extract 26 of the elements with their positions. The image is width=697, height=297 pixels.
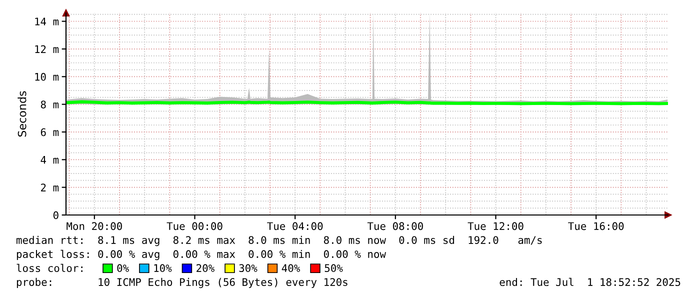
x-tick-label: Tue 04:00 — [267, 222, 323, 230]
x-tick-label: Tue 08:00 — [367, 222, 423, 230]
y-tick-label: 12 m — [35, 45, 59, 53]
y-axis-title: Seconds — [18, 91, 26, 137]
legend-label: 40% — [282, 264, 300, 272]
legend-label: 0% — [117, 264, 129, 272]
x-tick-label: Tue 00:00 — [166, 222, 222, 230]
text: packet loss: 0.00 % avg 0.00 % max 0.00 % min 0.00 % now — [16, 250, 386, 260]
legend-label: 30% — [239, 264, 258, 272]
legend-label: 10% — [154, 264, 172, 272]
y-tick-label: 4 m — [40, 156, 59, 164]
y-tick-label: 6 m — [40, 128, 59, 136]
y-tick-label: 14 m — [35, 18, 59, 26]
x-tick-label: Mon 20:00 — [66, 222, 122, 230]
x-tick-label: Tue 12:00 — [468, 222, 524, 230]
y-tick-label: 0 — [53, 211, 58, 220]
x-tick-label: Tue 16:00 — [568, 222, 624, 230]
text: end: Tue Jul 1 18:52:52 2025 — [500, 278, 680, 286]
y-tick-label: 10 m — [35, 72, 59, 81]
y-tick-label: 2 m — [41, 184, 59, 192]
legend-label: 20% — [196, 264, 214, 272]
text: median rtt: 8.1 ms avg 8.2 ms max 8.0 ms min 8.0 ms now 0.0 ms sd 192.0 am/s — [16, 236, 542, 246]
text: probe: 10 ICMP Echo Pings (56 Bytes) every 120s — [16, 278, 348, 288]
text: loss color: — [16, 264, 82, 272]
y-tick-label: 8 m — [40, 100, 59, 108]
legend-label: 50% — [324, 264, 343, 272]
